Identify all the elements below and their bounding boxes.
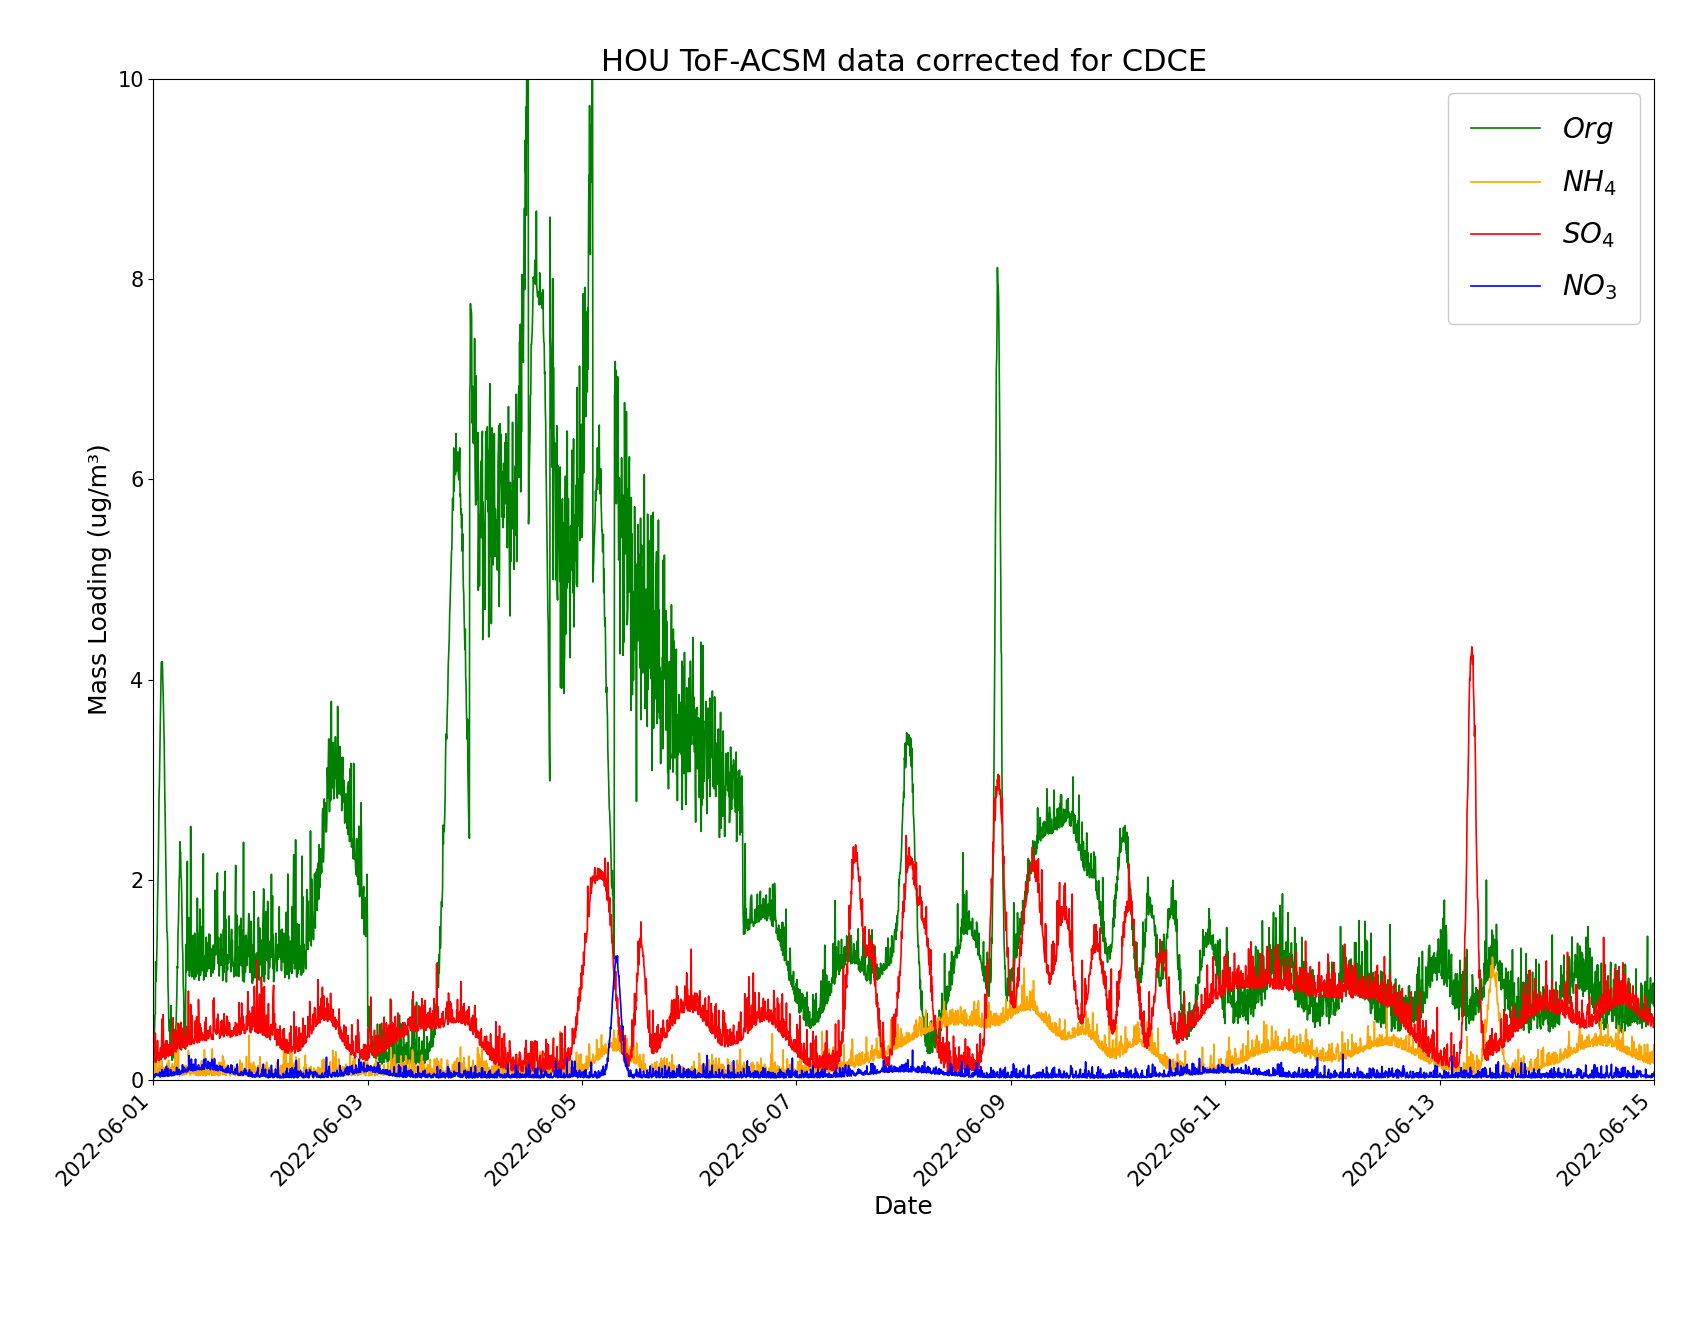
Y-axis label: Mass Loading (ug/m³): Mass Loading (ug/m³) — [87, 444, 111, 715]
X-axis label: Date: Date — [873, 1195, 934, 1220]
Title: HOU ToF-ACSM data corrected for CDCE: HOU ToF-ACSM data corrected for CDCE — [600, 47, 1207, 76]
Line: $\it{Org}$: $\it{Org}$ — [153, 0, 1705, 1065]
Line: $\it{NH}_{4}$: $\it{NH}_{4}$ — [153, 957, 1705, 1076]
Line: $\it{NO}_{3}$: $\it{NO}_{3}$ — [153, 956, 1705, 1077]
Line: $\it{SO}_{4}$: $\it{SO}_{4}$ — [153, 647, 1705, 1072]
Legend: $\it{Org}$, $\it{NH}_{4}$, $\it{SO}_{4}$, $\it{NO}_{3}$: $\it{Org}$, $\it{NH}_{4}$, $\it{SO}_{4}$… — [1449, 94, 1640, 324]
